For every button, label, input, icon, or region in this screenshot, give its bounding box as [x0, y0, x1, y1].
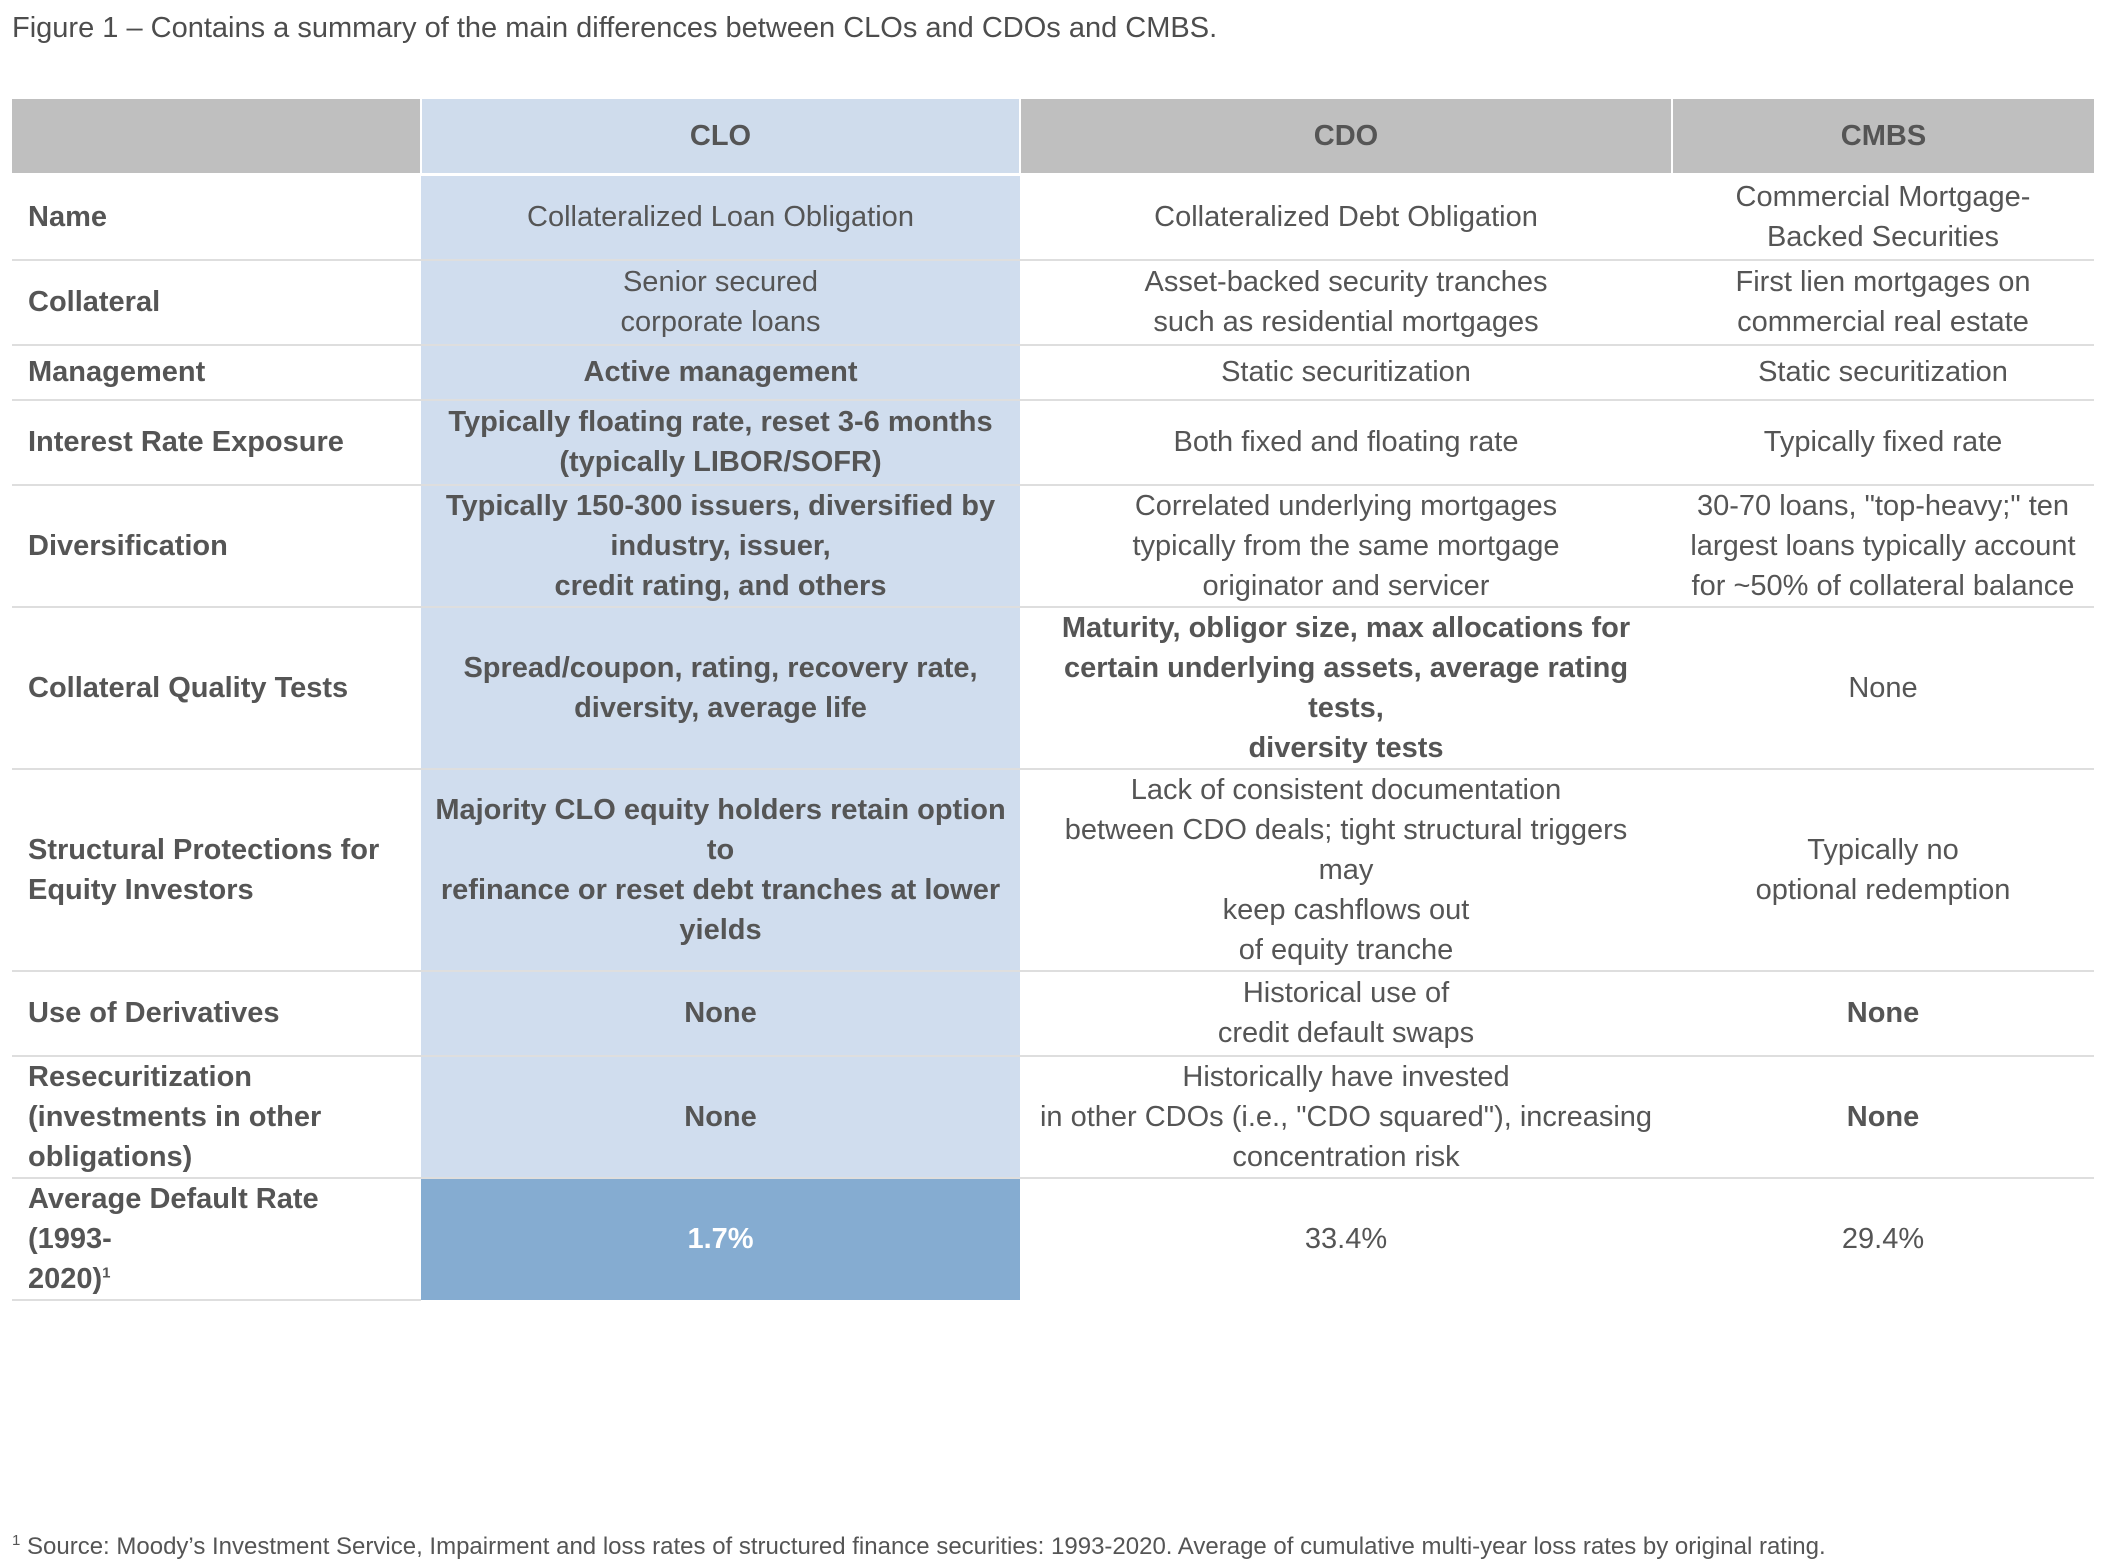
row-label-text: Average Default Rate (1993- 2020) [28, 1182, 319, 1295]
footnote-text: Source: Moody’s Investment Service, Impa… [20, 1533, 1826, 1560]
cell-cdo: Historical use of credit default swaps [1020, 970, 1672, 1057]
row-label-text: Collateral Quality Tests [28, 671, 349, 704]
row-label-text: Collateral [28, 286, 161, 318]
row-label: Collateral [12, 259, 421, 346]
table-row-average-default-rate: Average Default Rate (1993- 2020)1 1.7% 3… [12, 1177, 2094, 1301]
cell-clo: None [421, 1055, 1020, 1179]
header-cmbs: CMBS [1671, 99, 2094, 176]
cell-clo: Senior secured corporate loans [421, 259, 1020, 346]
cell-cdo: Correlated underlying mortgages typically… [1020, 484, 1672, 608]
source-footnote: 1 Source: Moody’s Investment Service, Im… [12, 1533, 1826, 1561]
cell-clo: Spread/coupon, rating, recovery rate, div… [421, 606, 1020, 770]
row-label-text: Structural Protections for Equity Investo… [28, 833, 380, 906]
cell-cmbs: None [1672, 1055, 2094, 1179]
cell-cmbs: Static securitization [1672, 344, 2094, 401]
cell-clo: Typically 150-300 issuers, diversified b… [421, 484, 1020, 608]
row-label: Collateral Quality Tests [12, 606, 421, 770]
cell-clo: Majority CLO equity holders retain optio… [421, 768, 1020, 972]
row-label-text: Diversification [28, 529, 228, 562]
row-label-text: Management [28, 356, 206, 388]
table-row-use-of-derivatives: Use of Derivatives None Historical use o… [12, 970, 2094, 1057]
row-label: Resecuritization (investments in other obl… [12, 1055, 421, 1179]
cell-cmbs: First lien mortgages on commercial real e… [1672, 259, 2094, 346]
table-row-diversification: Diversification Typically 150-300 issuer… [12, 484, 2094, 608]
comparison-table: CLO CDO CMBS Name Collateralized Loan Ob… [12, 99, 2094, 1301]
row-label: Interest Rate Exposure [12, 399, 421, 486]
table-row-collateral: Collateral Senior secured corporate loans… [12, 259, 2094, 346]
header-clo: CLO [420, 99, 1020, 176]
cell-cmbs: Typically no optional redemption [1672, 768, 2094, 972]
cell-cmbs: Commercial Mortgage- Backed Securities [1672, 174, 2094, 261]
row-label-text: Use of Derivatives [28, 997, 280, 1029]
cell-clo: None [421, 970, 1020, 1057]
cell-cmbs: Typically fixed rate [1672, 399, 2094, 486]
row-label: Use of Derivatives [12, 970, 421, 1057]
row-label: Structural Protections for Equity Investo… [12, 768, 421, 972]
cell-cdo: Both fixed and floating rate [1020, 399, 1672, 486]
cell-cdo: 33.4% [1304, 1223, 1388, 1255]
header-cdo: CDO [1019, 99, 1672, 176]
cell-cdo: Historically have invested in other CDOs … [1020, 1055, 1672, 1179]
header-corner [12, 99, 421, 176]
row-label: Average Default Rate (1993- 2020)1 [12, 1177, 421, 1301]
table-row-resecuritization: Resecuritization (investments in other obl… [12, 1055, 2094, 1179]
cell-cmbs: None [1672, 970, 2094, 1057]
cell-clo-highlight: 1.7% [421, 1177, 1020, 1300]
table-row-collateral-quality-tests: Collateral Quality Tests Spread/coupon, … [12, 606, 2094, 770]
row-label: Diversification [12, 484, 421, 608]
row-label: Management [12, 344, 421, 401]
cell-cmbs: 29.4% [1841, 1223, 1925, 1255]
figure-caption: Figure 1 – Contains a summary of the mai… [12, 12, 1218, 44]
cell-cdo: Collateralized Debt Obligation [1020, 174, 1672, 261]
table-row-name: Name Collateralized Loan Obligation Coll… [12, 174, 2094, 261]
cell-cdo: Static securitization [1020, 344, 1672, 401]
table-row-management: Management Active management Static secu… [12, 344, 2094, 401]
row-label: Name [12, 174, 421, 261]
cell-clo: Active management [421, 344, 1020, 401]
row-label-text: Interest Rate Exposure [28, 426, 344, 458]
cell-cdo: Lack of consistent documentation between … [1020, 768, 1672, 972]
cell-clo: Typically floating rate, reset 3-6 month… [421, 399, 1020, 486]
table-header-row: CLO CDO CMBS [12, 99, 2094, 176]
footnote-marker: 1 [12, 1532, 21, 1549]
cell-cmbs: 30-70 loans, "top-heavy;" ten largest loa… [1672, 484, 2094, 608]
footnote-marker: 1 [102, 1263, 111, 1281]
cell-cdo: Maturity, obligor size, max allocations … [1020, 606, 1672, 770]
row-label-text: Name [28, 201, 107, 234]
table-row-interest-rate-exposure: Interest Rate Exposure Typically floatin… [12, 399, 2094, 486]
row-label-text: Resecuritization (investments in other obl… [28, 1060, 322, 1173]
cell-cmbs: None [1672, 606, 2094, 770]
table-row-structural-protections: Structural Protections for Equity Investo… [12, 768, 2094, 972]
cell-cdo: Asset-backed security tranches such as re… [1020, 259, 1672, 346]
cell-clo: Collateralized Loan Obligation [421, 174, 1020, 261]
